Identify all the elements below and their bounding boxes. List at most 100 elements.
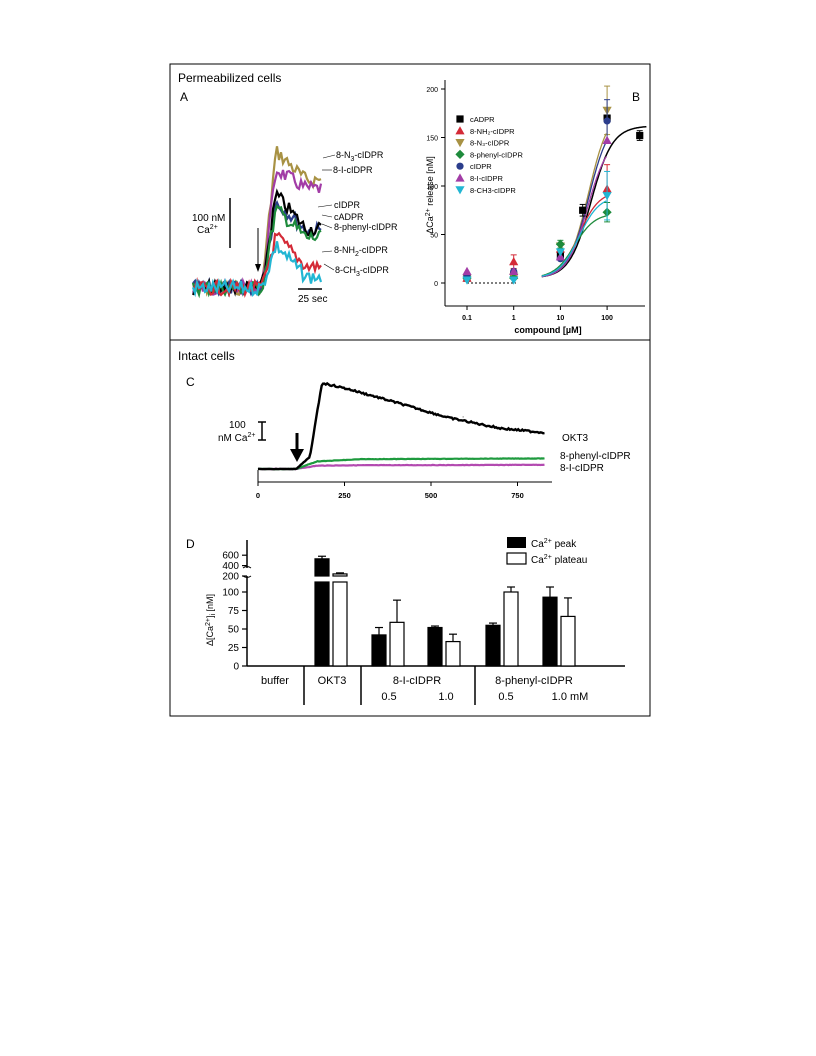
section-title-permeabilized: Permeabilized cells [178, 71, 281, 85]
panel-d-y-label: Δ[Ca2+]i [nM] [205, 594, 217, 646]
legend-label-8-n-cidpr: 8-N₃-cIDPR [470, 139, 510, 148]
point-cadpr [636, 131, 644, 140]
legend-marker-8-i-cidpr [455, 173, 465, 182]
legend-label-8-nh-cidpr: 8-NH₂-cIDPR [470, 127, 515, 136]
conc-label-phenyl-0-5: 0.5 [498, 691, 513, 703]
legend-marker-8-n-cidpr [455, 139, 465, 148]
bar-ca2-peak-8-phenyl-cidpr-0-5 [485, 624, 501, 667]
label-leader-n3 [322, 154, 336, 159]
point-cadpr [579, 206, 587, 214]
label-c-8-i-cidpr: 8-I-cIDPR [560, 463, 604, 474]
panel-d-axis-break-top [242, 566, 252, 569]
c-x-tick-label: 250 [338, 491, 351, 500]
panel-letter-b: B [632, 90, 640, 104]
panel-b-x-label: compound [µM] [514, 325, 581, 335]
panel-a-arrow-head-icon [255, 264, 261, 272]
d-y-tick-label: 0 [233, 662, 239, 673]
c-x-tick-label: 0 [256, 491, 260, 500]
b-y-tick-label: 50 [430, 233, 438, 240]
point-8-ch3-cidpr [555, 248, 565, 257]
d-y-tick-label-upper: 400 [222, 561, 239, 572]
panel-a-traces [191, 146, 323, 299]
panel-a-time-label: 25 sec [298, 294, 327, 305]
section-title-intact: Intact cells [178, 349, 235, 363]
group-label-okt3: OKT3 [318, 675, 347, 687]
panel-b-legend: cADPR 8-NH₂-cIDPR 8-N₃-cIDPR 8-phenyl-cIDPR… [455, 115, 524, 195]
label-leader-phenyl [321, 223, 333, 229]
point-8-i-cidpr [602, 135, 612, 145]
panel-b-y-ticks: 0 50 100 150 200 [426, 87, 445, 288]
panel-c-scale-value: 100 [229, 420, 246, 431]
d-y-tick-label: 50 [228, 625, 240, 636]
b-x-tick-label: 0.1 [462, 315, 472, 322]
label-8-ch3-cidpr: 8-CH3-cIDPR [335, 265, 389, 278]
panel-c-dot: : [462, 414, 464, 423]
fit-8-n-cidpr [541, 133, 607, 278]
group-label-buffer: buffer [261, 675, 289, 687]
panel-letter-c: C [186, 375, 195, 389]
legend-plateau-label: Ca2+ plateau [531, 554, 587, 566]
b-y-tick-label: 0 [434, 281, 438, 288]
legend-peak-label: Ca2+ peak [531, 538, 577, 550]
bar-ca2-plateau-okt3 [332, 573, 348, 577]
bar-ca2-peak-8-i-cidpr-0-5 [371, 634, 387, 667]
d-y-tick-label: 75 [228, 606, 240, 617]
b-x-tick-label: 1 [512, 315, 516, 322]
legend-label-8-i-cidpr: 8-I-cIDPR [470, 174, 504, 183]
panel-c-arrow-head-icon [290, 449, 304, 462]
legend-marker-cadpr [456, 115, 464, 123]
point-8-ch3-cidpr [462, 276, 472, 285]
c-x-tick-label: 750 [511, 491, 524, 500]
fit-8-ch3-cidpr [541, 200, 607, 277]
legend-label-cidpr: cIDPR [470, 162, 492, 171]
trace-c-okt3 [257, 381, 545, 471]
bar-ca2-peak-8-i-cidpr-1-0 [427, 626, 443, 667]
fit-8-i-cidpr [541, 156, 607, 278]
trace-c-8-phenyl-cidpr [257, 457, 545, 471]
legend-marker-cidpr [456, 162, 464, 170]
point-cidpr [603, 117, 611, 125]
legend-marker-8-phenyl-cidpr [455, 149, 465, 159]
panel-b-points [462, 85, 644, 285]
panel-b: 0 50 100 150 200 0.1 1 10 100 cADPR 8-NH₂-cIDPR 8… [425, 80, 647, 335]
legend-plateau-swatch [506, 552, 527, 565]
d-y-tick-label-upper: 600 [222, 551, 239, 562]
b-x-tick-label: 10 [557, 315, 565, 322]
label-8-phenyl-cidpr: 8-phenyl-cIDPR [334, 222, 398, 232]
panel-b-x-ticks: 0.1 1 10 100 [462, 306, 613, 322]
legend-marker-8-ch3-cidpr [455, 186, 465, 195]
d-y-tick-label: 100 [222, 588, 239, 599]
bar-ca2-plateau-8-i-cidpr-0-5 [389, 621, 405, 667]
panel-c: 0 250 500 750 100 nM Ca2+ : OKT3 8-phenyl-c… [218, 381, 631, 500]
legend-label-8-ch3-cidpr: 8-CH3-cIDPR [470, 186, 516, 195]
bar-ca2-peak-8-phenyl-cidpr-1-0-mm [542, 596, 558, 667]
trace-c-8-i-cidpr [258, 463, 545, 471]
figure-frame [169, 63, 651, 717]
label-leader-cidpr [317, 204, 333, 208]
panel-b-y-label: ΔCa2+ release [nM] [425, 156, 435, 234]
bar-ca2-plateau-8-phenyl-cidpr-1-0-mm [560, 615, 576, 667]
bar-ca2-plateau-8-i-cidpr-1-0 [445, 640, 461, 667]
label-8-n3-cidpr: 8-N3-cIDPR [336, 150, 384, 163]
trace-a-8-ch3-cidpr [191, 241, 323, 298]
b-y-tick-label: 200 [426, 87, 438, 94]
panel-letter-d: D [186, 537, 195, 551]
label-8-nh2-cidpr: 8-NH2-cIDPR [334, 245, 388, 258]
bar-ca2-peak-okt3 [314, 558, 330, 577]
panel-a-scale-value: 100 nM [192, 213, 225, 224]
panel-letter-a: A [180, 90, 188, 104]
bar-ca2-plateau-8-phenyl-cidpr-0-5 [503, 591, 519, 667]
conc-label-iodo-0-5: 0.5 [381, 691, 396, 703]
conc-label-phenyl-1-0: 1.0 mM [552, 691, 589, 703]
group-label-8-phenyl-cidpr: 8-phenyl-cIDPR [495, 675, 573, 687]
b-x-tick-label: 100 [601, 315, 613, 322]
b-y-tick-label: 100 [426, 184, 438, 191]
point-8-i-cidpr [509, 266, 519, 275]
label-leader-ch3 [323, 263, 335, 271]
label-8-i-cidpr: 8-I-cIDPR [333, 165, 373, 175]
d-y-tick-label-upper: 200 [222, 572, 239, 583]
d-y-tick-label: 25 [228, 643, 240, 654]
b-y-tick-label: 150 [426, 136, 438, 143]
